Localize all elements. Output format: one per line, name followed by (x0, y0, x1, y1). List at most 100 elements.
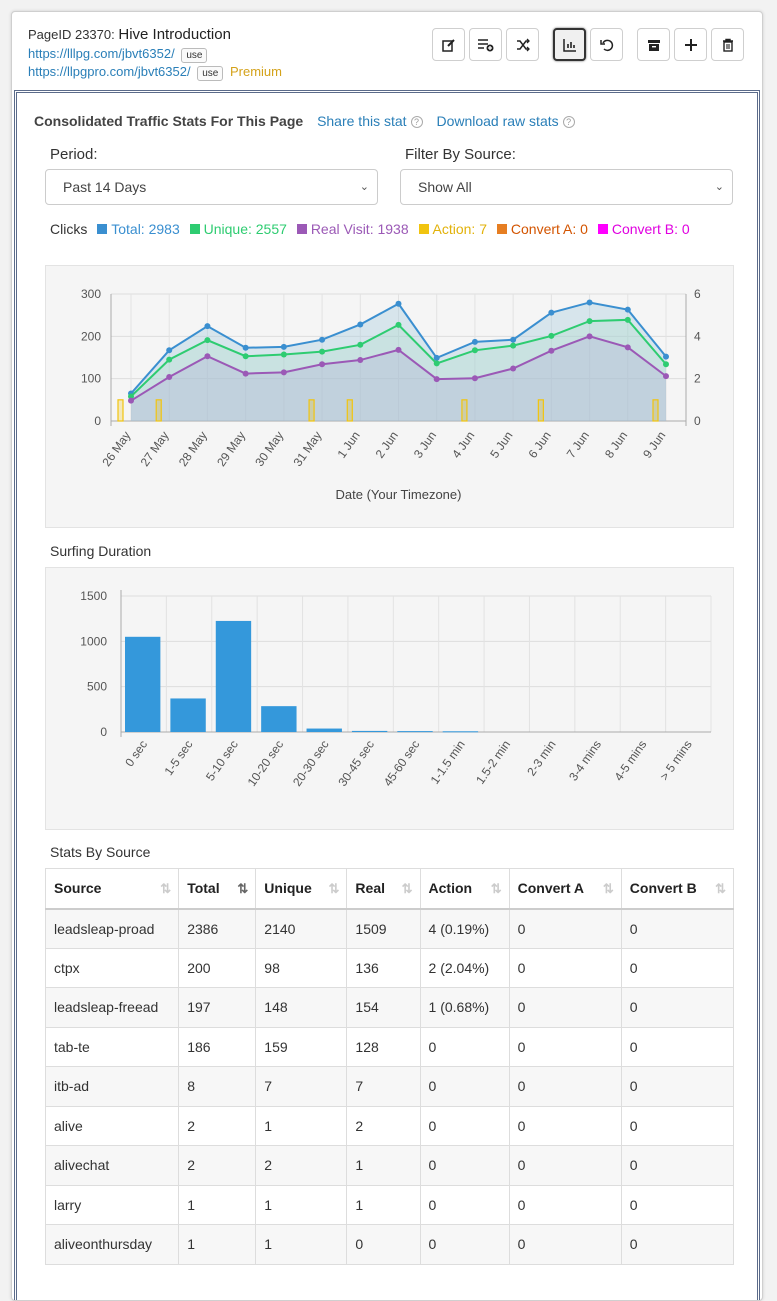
data-point-total (471, 338, 478, 345)
add-button[interactable] (674, 28, 707, 61)
column-header-action[interactable]: Action ⇅ (419, 868, 510, 910)
data-point-real-visit (357, 357, 364, 364)
add-to-list-button[interactable] (469, 28, 502, 61)
data-point-unique (510, 342, 517, 349)
legend-prefix: Clicks (50, 221, 88, 237)
action-bar (308, 399, 315, 422)
data-point-real-visit (166, 373, 173, 380)
legend-item-convert-a[interactable]: Convert A: 0 (491, 221, 588, 237)
column-header-convert-a[interactable]: Convert A ⇅ (508, 868, 622, 910)
x-tick-label: 9 Jun (640, 429, 668, 461)
table-cell: 197 (178, 987, 257, 1028)
table-cell: 0 (419, 1105, 510, 1146)
undo-button[interactable] (590, 28, 623, 61)
duration-bar (215, 620, 252, 732)
legend-item-convert-b[interactable]: Convert B: 0 (592, 221, 690, 237)
table-cell: 0 (508, 1066, 622, 1107)
column-header-total[interactable]: Total ⇅ (178, 868, 257, 910)
delete-button[interactable] (711, 28, 744, 61)
help-icon[interactable]: ? (562, 116, 575, 128)
table-row: aliveonthursday 1 1 0 0 0 0 (44, 1224, 735, 1265)
data-point-real-visit (433, 376, 440, 383)
help-icon[interactable]: ? (410, 116, 423, 128)
legend-swatch (189, 224, 200, 234)
clicks-legend: Clicks Total: 2983 Unique: 2557 Real Vis… (50, 219, 740, 240)
table-cell: 0 (419, 1026, 510, 1067)
y-tick-label: 300 (81, 287, 101, 301)
undo-icon (599, 39, 613, 51)
column-header-real[interactable]: Real ⇅ (346, 868, 421, 910)
x-tick-label: 2-3 min (524, 738, 558, 779)
x-tick-label: 1 Jun (334, 429, 362, 461)
table-cell: 0 (419, 1184, 510, 1225)
legend-item-real-visit[interactable]: Real Visit: 1938 (291, 221, 409, 237)
x-tick-label: 6 Jun (526, 429, 554, 461)
column-header-convert-b[interactable]: Convert B ⇅ (620, 868, 735, 910)
data-point-unique (624, 316, 631, 323)
series-area-real-visit (131, 336, 666, 421)
table-cell: leadsleap-proad (44, 908, 180, 949)
series-area-unique (131, 319, 666, 421)
action-bar (652, 399, 659, 422)
table-cell: 154 (346, 987, 421, 1028)
page-url-1[interactable]: https://lllpg.com/jbvt6352/ (28, 46, 175, 61)
page-url-2[interactable]: https://llpgpro.com/jbvt6352/ (28, 64, 191, 79)
table-cell: 1 (346, 1145, 421, 1186)
table-cell: 0 (620, 1066, 735, 1107)
action-bar (117, 399, 124, 422)
archive-button[interactable] (637, 28, 670, 61)
share-stat-link[interactable]: Share this stat (317, 113, 407, 129)
data-point-unique (280, 351, 287, 358)
stats-by-source-title: Stats By Source (50, 844, 151, 860)
stats-panel: Consolidated Traffic Stats For This Page… (14, 90, 760, 1300)
legend-item-action[interactable]: Action: 7 (413, 221, 487, 237)
sort-icon: ⇅ (602, 881, 614, 896)
add-to-list-icon (477, 38, 493, 51)
data-point-unique (319, 348, 326, 355)
table-cell: 0 (508, 1105, 622, 1146)
data-point-total (204, 323, 211, 330)
y-tick-label: 1000 (80, 634, 107, 648)
table-cell: 2 (178, 1105, 257, 1146)
clicks-chart-svg: 0 100 200 300 0 2 4 6 26 May 27 May 28 May 29 May 30… (81, 287, 701, 502)
download-stats-link[interactable]: Download raw stats (436, 113, 559, 129)
edit-button[interactable] (432, 28, 465, 61)
duration-bar (261, 706, 297, 732)
page-card: PageID 23370: Hive Introduction https://… (11, 11, 763, 1301)
legend-swatch (418, 224, 429, 234)
column-header-source[interactable]: Source ⇅ (44, 868, 180, 910)
table-cell: 2 (178, 1145, 257, 1186)
x-tick-label: 28 May (176, 429, 210, 469)
table-cell: tab-te (44, 1026, 180, 1067)
table-cell: 0 (620, 908, 735, 949)
duration-bar (125, 636, 161, 732)
source-filter-value: Show All (418, 179, 472, 195)
source-filter-select[interactable]: Show All ⌄ (400, 169, 733, 205)
table-cell: larry (44, 1184, 180, 1225)
table-cell: 0 (508, 1184, 622, 1225)
use-button-1[interactable]: use (181, 48, 208, 63)
table-cell: 2 (255, 1145, 348, 1186)
stats-button[interactable] (553, 28, 586, 61)
table-cell: 148 (255, 987, 348, 1028)
column-header-label: Total (187, 880, 220, 897)
shuffle-button[interactable] (506, 28, 539, 61)
table-cell: 186 (178, 1026, 257, 1067)
table-cell: 0 (508, 1145, 622, 1186)
edit-icon (441, 38, 455, 52)
table-cell: 0 (620, 1026, 735, 1067)
use-button-2[interactable]: use (197, 66, 224, 81)
data-point-total (242, 344, 249, 351)
data-point-unique (548, 332, 555, 339)
table-cell: 1 (178, 1224, 257, 1265)
data-point-real-visit (242, 370, 249, 377)
data-point-total (319, 336, 326, 343)
period-select[interactable]: Past 14 Days ⌄ (45, 169, 378, 205)
legend-item-unique[interactable]: Unique: 2557 (184, 221, 287, 237)
legend-item-total[interactable]: Total: 2983 (91, 221, 180, 237)
duration-bar (306, 728, 342, 732)
table-cell: 0 (508, 1224, 622, 1265)
table-cell: 200 (178, 947, 257, 988)
column-header-unique[interactable]: Unique ⇅ (255, 868, 348, 910)
column-header-label: Convert A (517, 880, 585, 897)
